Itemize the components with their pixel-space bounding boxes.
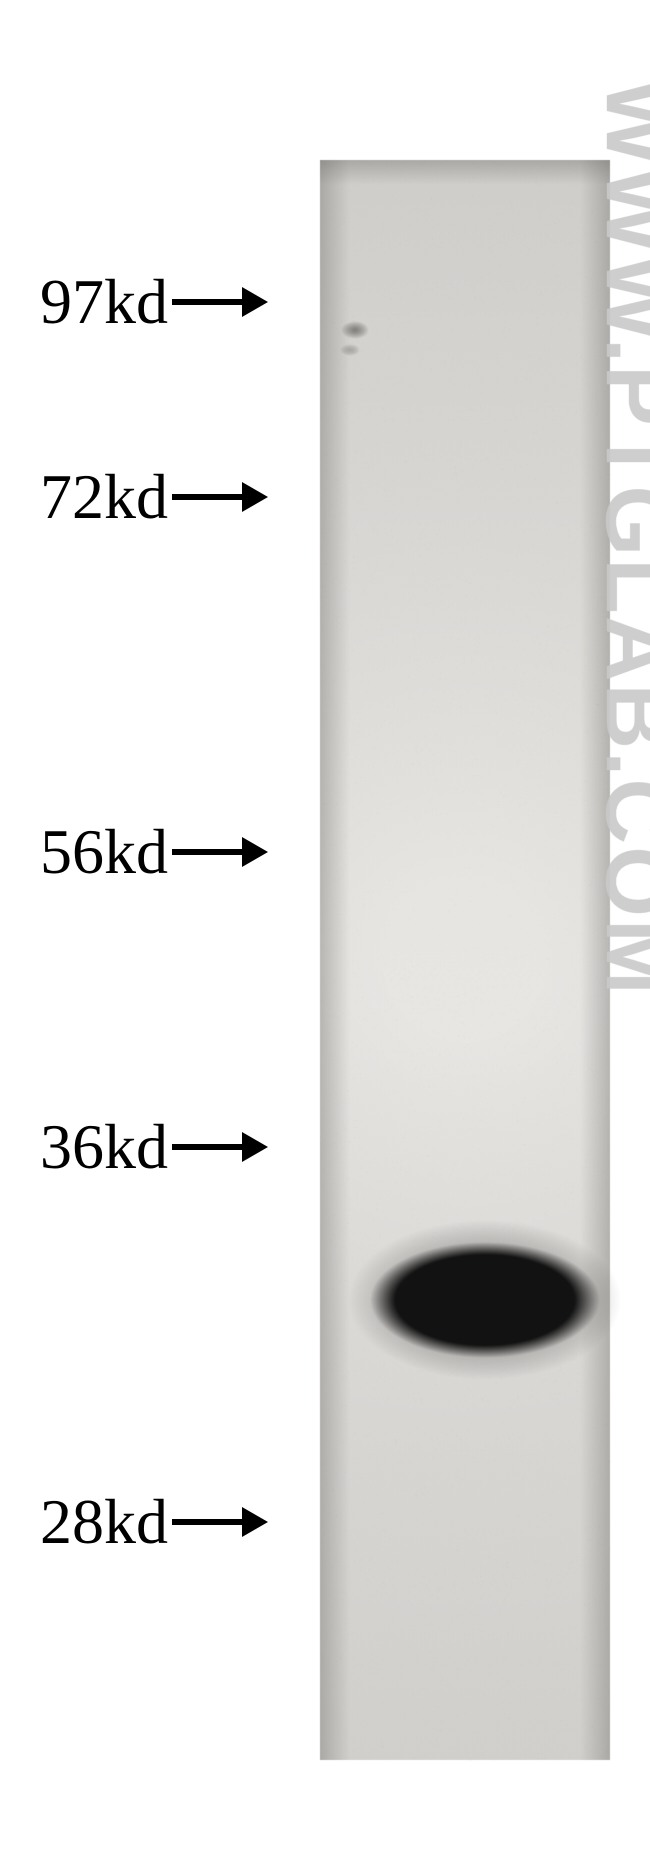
mw-marker-97kd: 97kd <box>40 270 268 334</box>
mw-marker-label: 97kd <box>40 265 168 339</box>
arrow-right-icon <box>172 482 268 512</box>
arrow-right-icon <box>172 1507 268 1537</box>
mw-marker-label: 28kd <box>40 1485 168 1559</box>
mw-marker-56kd: 56kd <box>40 820 268 884</box>
mw-marker-28kd: 28kd <box>40 1490 268 1554</box>
mw-marker-label: 72kd <box>40 460 168 534</box>
mw-marker-72kd: 72kd <box>40 465 268 529</box>
mw-marker-36kd: 36kd <box>40 1115 268 1179</box>
arrow-right-icon <box>172 1132 268 1162</box>
arrow-right-icon <box>172 837 268 867</box>
arrow-right-icon <box>172 287 268 317</box>
mw-marker-label: 36kd <box>40 1110 168 1184</box>
mw-marker-label: 56kd <box>40 815 168 889</box>
